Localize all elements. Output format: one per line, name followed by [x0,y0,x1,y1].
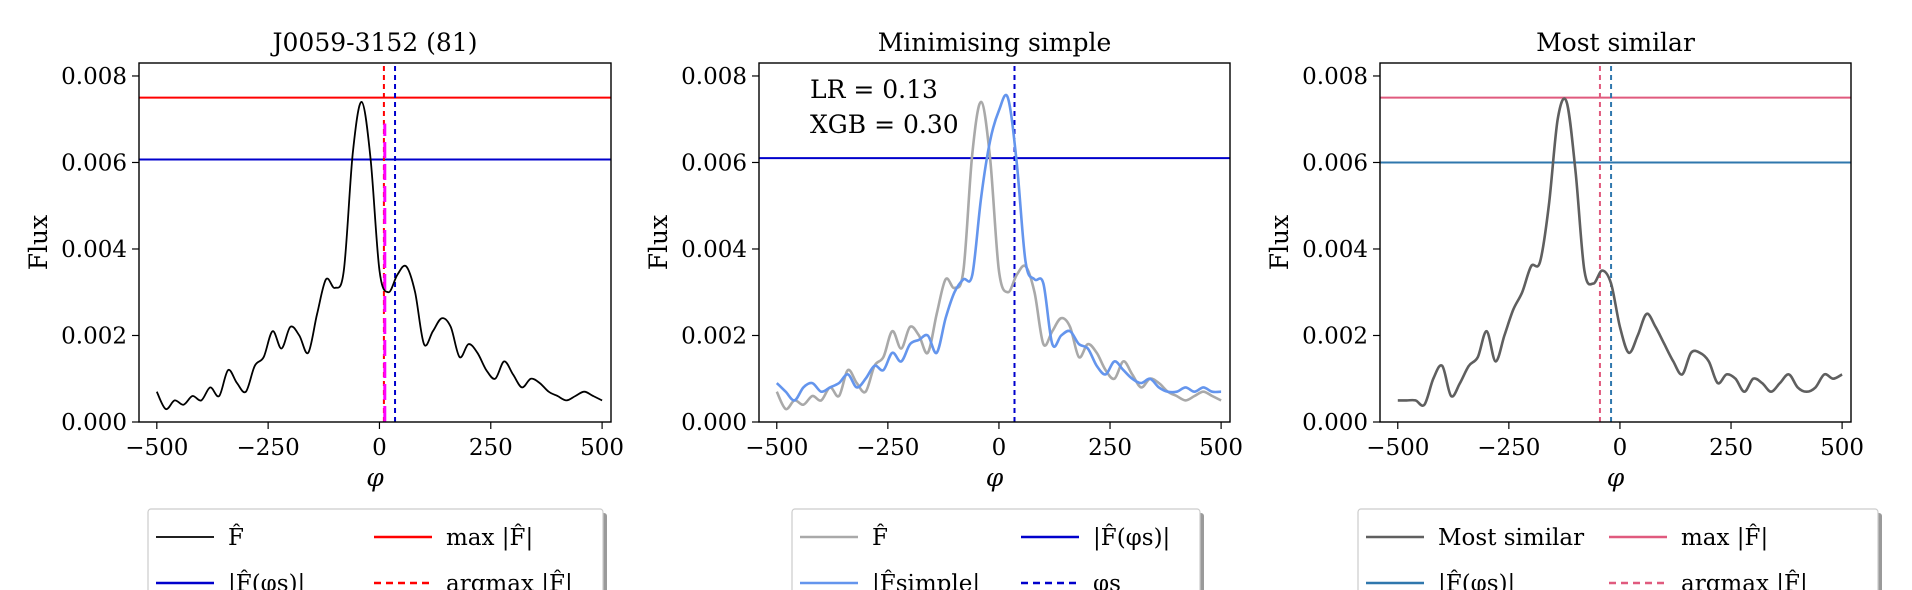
series-line-0 [1397,97,1843,407]
legend-label: |F̂(φs)| [228,571,305,590]
axes-frame [1379,62,1852,423]
y-tick-label: 0.002 [681,323,747,349]
annotation-text: XGB = 0.30 [810,110,959,139]
x-tick-label: 250 [469,435,513,461]
axes-frame [138,62,612,423]
x-tick-label: 500 [580,435,624,461]
legend-box [791,508,1201,590]
chart-panel-2: −500 −250 0 250 500 0.000 0.002 0.004 0.006 0.008… [644,28,1243,590]
x-tick-label: −250 [856,435,919,461]
legend: F̂ max |F̂| |F̂(φs)| argmax |F̂| [147,508,607,590]
y-tick-label: 0.000 [1302,410,1368,436]
legend-label: F̂ [228,525,244,551]
y-tick-label: 0.008 [1302,64,1368,90]
x-tick-label: 0 [1613,435,1628,461]
legend-label: φs [1093,571,1121,590]
axes-frame [758,62,1231,423]
legend-label: argmax |F̂| [446,571,573,590]
legend: F̂ |F̂(φs)| |F̂simple| φs [791,508,1204,590]
legend-label: F̂ [872,525,888,551]
x-tick-label: 250 [1709,435,1753,461]
legend-label: Most similar [1438,525,1584,551]
series-line-0 [775,100,1222,411]
plot-area [759,63,1230,422]
legend-label: argmax |F̂| [1681,571,1808,590]
y-tick-label: 0.000 [681,410,747,436]
series-line-0 [155,100,603,410]
legend-label: |F̂simple| [872,571,980,590]
y-axis-label: Flux [1265,215,1294,271]
plot-area [1380,63,1851,422]
annotation-text: LR = 0.13 [810,75,938,104]
legend-box [1357,508,1879,590]
x-tick-label: −500 [125,435,188,461]
x-tick-label: 500 [1199,435,1243,461]
y-tick-label: 0.006 [1302,150,1368,176]
legend-label: |F̂(φs)| [1093,525,1170,551]
y-tick-label: 0.004 [1302,237,1368,263]
chart-panel-3: −500 −250 0 250 500 0.000 0.002 0.004 0.006 0.008… [1265,28,1882,590]
chart-title: J0059-3152 (81) [270,28,478,57]
plot-area [139,63,611,422]
y-tick-label: 0.002 [1302,323,1368,349]
series-line-1 [775,93,1222,402]
y-tick-label: 0.002 [61,323,127,349]
y-tick-label: 0.006 [681,150,747,176]
legend-label: max |F̂| [446,525,533,551]
x-tick-label: −500 [1366,435,1429,461]
x-tick-label: −500 [745,435,808,461]
x-tick-label: 0 [372,435,387,461]
legend: Most similar max |F̂| |F̂(φs)| argmax |F̂| [1357,508,1882,590]
chart-panel-1: −500 −250 0 250 500 0.000 0.002 0.004 0.006 0.008… [24,28,624,590]
legend-label: |F̂(φs)| [1438,571,1515,590]
x-tick-label: 0 [992,435,1007,461]
x-tick-label: 250 [1088,435,1132,461]
y-axis-label: Flux [644,215,673,271]
chart-title: Most similar [1536,28,1695,57]
legend-box [147,508,604,590]
y-tick-label: 0.004 [61,237,127,263]
y-axis-label: Flux [24,215,53,271]
y-tick-label: 0.008 [61,64,127,90]
chart-title: Minimising simple [878,28,1112,57]
x-axis-label: φ [986,463,1004,492]
x-axis-label: φ [366,463,384,492]
x-tick-label: 500 [1820,435,1864,461]
x-tick-label: −250 [1477,435,1540,461]
y-tick-label: 0.004 [681,237,747,263]
y-tick-label: 0.000 [61,410,127,436]
y-tick-label: 0.006 [61,150,127,176]
legend-label: max |F̂| [1681,525,1768,551]
x-axis-label: φ [1607,463,1625,492]
x-tick-label: −250 [237,435,300,461]
y-tick-label: 0.008 [681,64,747,90]
